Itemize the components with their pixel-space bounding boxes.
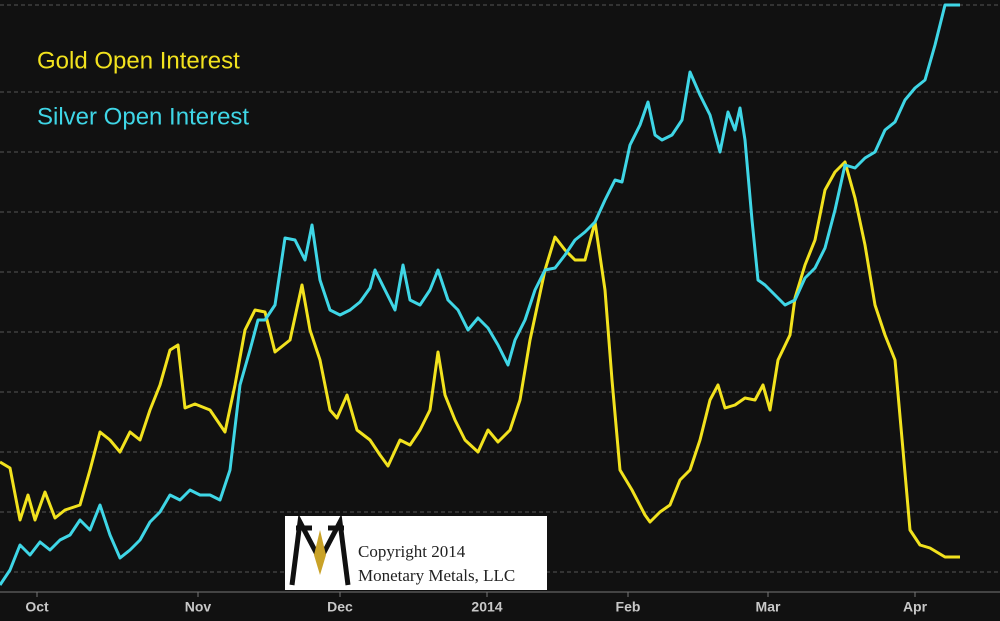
- x-tick-label: Mar: [756, 599, 781, 615]
- legend-entry: Gold Open Interest: [37, 47, 240, 74]
- watermark: Copyright 2014 Monetary Metals, LLC: [285, 513, 547, 590]
- legend-entry: Silver Open Interest: [37, 103, 249, 130]
- x-tick-label: 2014: [471, 599, 502, 615]
- x-tick-label: Oct: [25, 599, 49, 615]
- watermark-text: Monetary Metals, LLC: [358, 566, 515, 585]
- series-line: [0, 3, 960, 586]
- x-tick-label: Feb: [616, 599, 641, 615]
- logo-accent: [314, 530, 326, 575]
- x-axis-labels: Oct Nov Dec 2014 Feb Mar Apr: [25, 592, 928, 615]
- legend: Gold Open Interest Silver Open Interest: [37, 47, 249, 130]
- watermark-text: Copyright 2014: [358, 542, 466, 561]
- x-tick-label: Apr: [903, 599, 928, 615]
- lines: [0, 3, 960, 586]
- x-tick-label: Dec: [327, 599, 353, 615]
- x-tick-label: Nov: [185, 599, 212, 615]
